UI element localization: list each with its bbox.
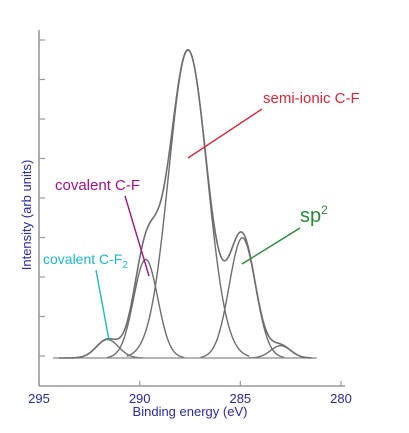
annotations: semi-ionic C-F covalent C-F sp2 covalent…: [43, 90, 360, 341]
covalent-cf-label: covalent C-F: [55, 177, 140, 194]
covalent-cf2-label-base: covalent C-F: [43, 251, 122, 267]
sp2-label: sp2: [300, 203, 328, 227]
covalent-cf2-label: covalent C-F2: [43, 251, 128, 271]
covalent-cf-pointer: [124, 195, 150, 277]
x-tick-label: 280: [330, 391, 352, 406]
peak-curve: [71, 338, 143, 359]
x-tick-label: 295: [28, 391, 50, 406]
x-ticks: 295 290 285 280: [28, 381, 352, 406]
y-ticks: [39, 39, 45, 357]
sp2-label-base: sp: [300, 205, 321, 227]
x-tick-label: 290: [129, 391, 151, 406]
peak-curve: [106, 258, 185, 359]
sp2-label-sup: 2: [321, 203, 328, 217]
covalent-cf2-label-sub: 2: [122, 260, 128, 271]
y-axis-title: Intensity (arb units): [19, 160, 34, 271]
semi-ionic-label: semi-ionic C-F: [263, 90, 360, 107]
sp2-pointer: [241, 227, 301, 265]
semi-ionic-pointer: [187, 108, 263, 159]
x-axis-title: Binding energy (eV): [133, 404, 248, 419]
peak-curve: [200, 237, 285, 358]
x-tick-label: 285: [229, 391, 251, 406]
axes: [38, 30, 345, 387]
envelope-curve: [59, 49, 311, 359]
covalent-cf2-pointer: [95, 269, 110, 341]
peak-curve: [126, 49, 250, 357]
